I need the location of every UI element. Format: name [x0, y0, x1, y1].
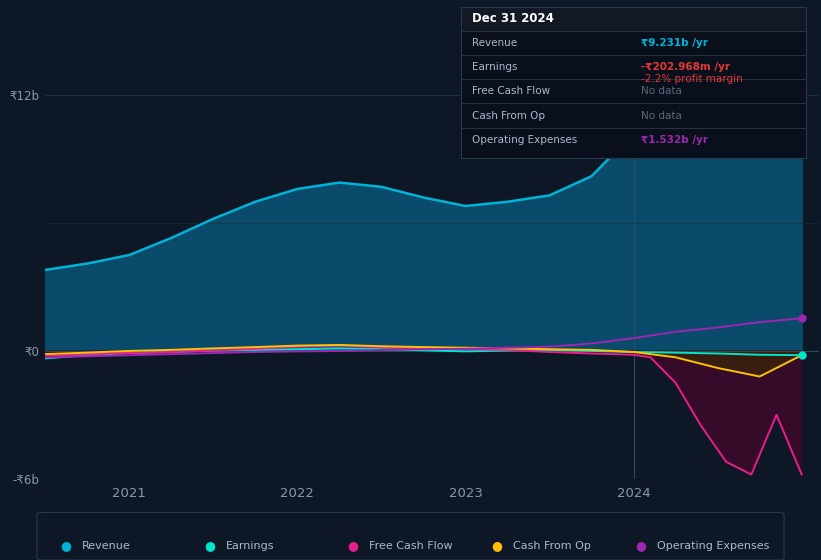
Text: Dec 31 2024: Dec 31 2024: [472, 12, 553, 25]
Text: ₹1.532b /yr: ₹1.532b /yr: [640, 135, 708, 145]
Text: Earnings: Earnings: [472, 62, 517, 72]
Text: ●: ●: [491, 539, 502, 553]
Text: ●: ●: [347, 539, 359, 553]
Text: ₹9.231b /yr: ₹9.231b /yr: [640, 38, 708, 48]
Bar: [461, 7, 806, 31]
Text: Operating Expenses: Operating Expenses: [472, 135, 577, 145]
Text: Revenue: Revenue: [82, 541, 131, 551]
Text: Cash From Op: Cash From Op: [472, 110, 545, 120]
Text: Free Cash Flow: Free Cash Flow: [472, 86, 550, 96]
Text: -₹202.968m /yr: -₹202.968m /yr: [640, 62, 730, 72]
Text: Operating Expenses: Operating Expenses: [657, 541, 769, 551]
Text: Earnings: Earnings: [226, 541, 274, 551]
Text: Revenue: Revenue: [472, 38, 517, 48]
Text: Cash From Op: Cash From Op: [513, 541, 591, 551]
Text: -2.2% profit margin: -2.2% profit margin: [640, 74, 742, 85]
Text: ●: ●: [204, 539, 215, 553]
Text: ●: ●: [60, 539, 71, 553]
Text: Free Cash Flow: Free Cash Flow: [369, 541, 453, 551]
Text: ●: ●: [635, 539, 646, 553]
Text: No data: No data: [640, 110, 681, 120]
Text: No data: No data: [640, 86, 681, 96]
